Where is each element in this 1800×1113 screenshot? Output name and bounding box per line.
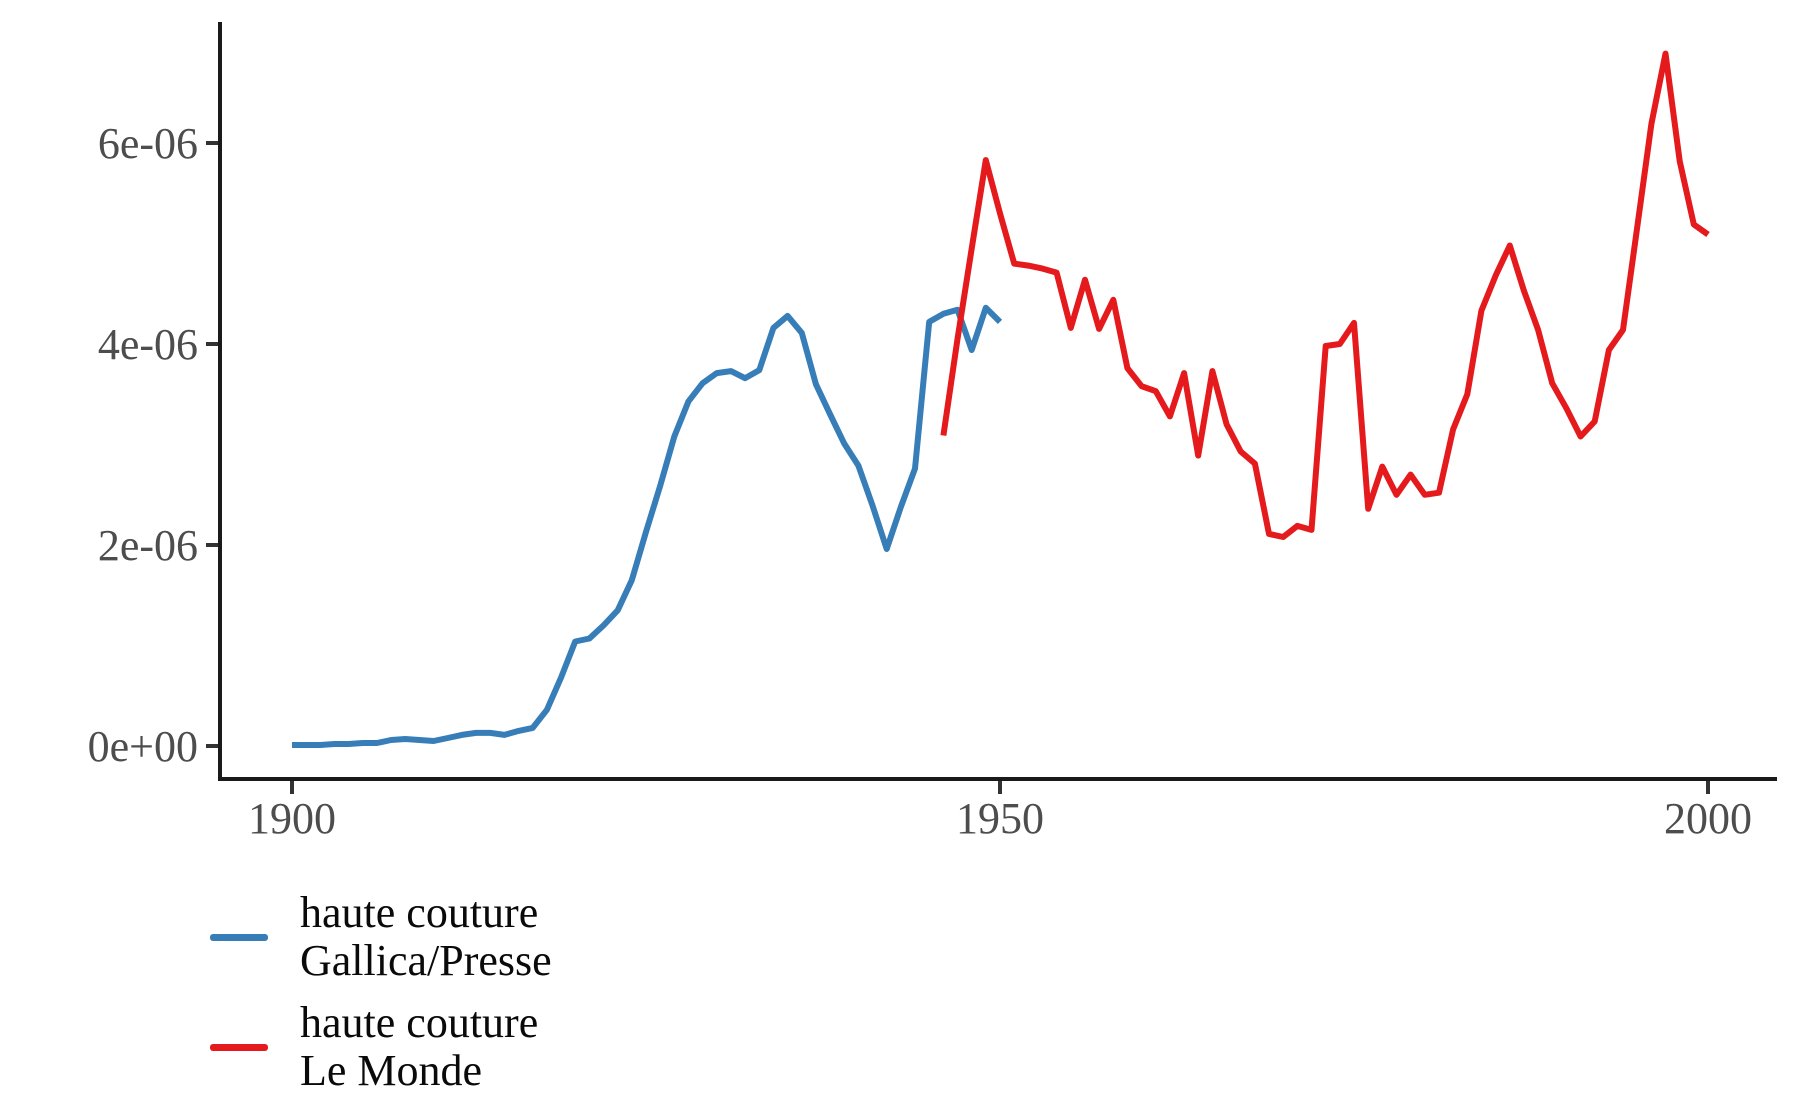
legend-item-le-monde: haute couture Le Monde bbox=[210, 999, 552, 1095]
x-tick-label: 1950 bbox=[956, 794, 1044, 843]
legend-label-line: Le Monde bbox=[300, 1046, 483, 1095]
x-tick-label: 1900 bbox=[248, 794, 336, 843]
series-line-gallica-presse bbox=[292, 304, 1003, 748]
legend-label-line: haute couture bbox=[300, 888, 539, 937]
legend-key-line-blue bbox=[210, 933, 268, 941]
legend: haute couture Gallica/Presse haute coutu… bbox=[210, 889, 552, 1095]
line-chart-plot-area: 0e+00 2e-06 4e-06 6e-06 1900 1950 2000 bbox=[88, 22, 1777, 843]
legend-label-gallica-presse: haute couture Gallica/Presse bbox=[300, 889, 552, 985]
series-line-le-monde bbox=[940, 50, 1710, 540]
y-tick-label: 4e-06 bbox=[98, 320, 198, 369]
x-tick-label: 2000 bbox=[1664, 794, 1752, 843]
legend-label-le-monde: haute couture Le Monde bbox=[300, 999, 538, 1095]
legend-item-gallica-presse: haute couture Gallica/Presse bbox=[210, 889, 552, 985]
y-tick-label: 6e-06 bbox=[98, 119, 198, 168]
legend-label-line: Gallica/Presse bbox=[300, 936, 552, 985]
legend-label-line: haute couture bbox=[300, 998, 539, 1047]
y-tick-label: 2e-06 bbox=[98, 521, 198, 570]
legend-key-line-red bbox=[210, 1043, 268, 1051]
y-tick-label: 0e+00 bbox=[88, 722, 198, 771]
